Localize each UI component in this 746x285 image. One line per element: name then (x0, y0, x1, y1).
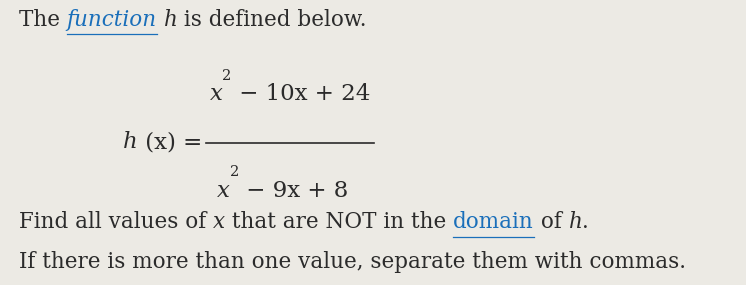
Text: h: h (123, 131, 138, 154)
Text: x: x (217, 180, 230, 202)
Text: (x) =: (x) = (138, 131, 202, 154)
Text: If there is more than one value, separate them with commas.: If there is more than one value, separat… (19, 251, 686, 273)
Text: x: x (213, 211, 225, 233)
Text: 2: 2 (230, 165, 239, 180)
Text: of: of (534, 211, 568, 233)
Text: 2: 2 (222, 68, 232, 83)
Text: domain: domain (453, 211, 534, 233)
Text: The: The (19, 9, 66, 31)
Text: h: h (568, 211, 583, 233)
Text: x: x (210, 83, 222, 105)
Text: Find all values of: Find all values of (19, 211, 213, 233)
Text: .: . (583, 211, 589, 233)
Text: − 9x + 8: − 9x + 8 (239, 180, 348, 202)
Text: h: h (163, 9, 178, 31)
Text: that are NOT in the: that are NOT in the (225, 211, 453, 233)
Text: is defined below.: is defined below. (178, 9, 367, 31)
Text: − 10x + 24: − 10x + 24 (232, 83, 370, 105)
Text: function: function (66, 9, 157, 31)
